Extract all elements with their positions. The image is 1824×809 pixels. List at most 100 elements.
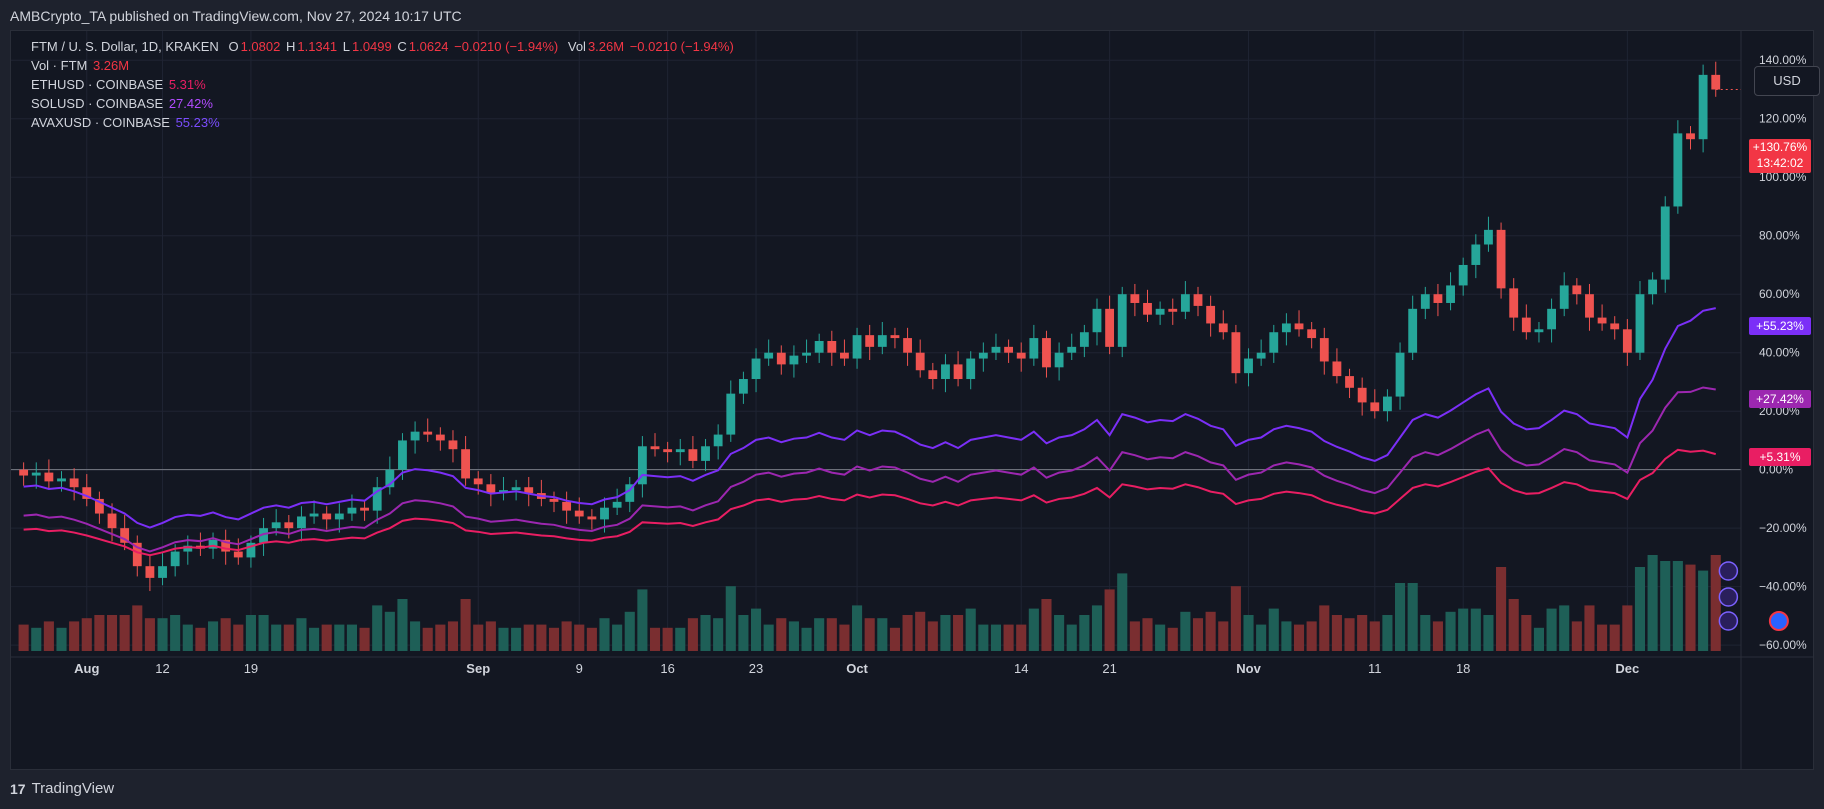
volume-bar bbox=[1306, 621, 1317, 651]
volume-bar bbox=[1445, 611, 1456, 651]
x-tick-label: Aug bbox=[74, 661, 99, 676]
volume-bar bbox=[359, 627, 370, 651]
candle-body bbox=[473, 478, 483, 485]
low-value: 1.0499 bbox=[351, 39, 392, 54]
volume-bar bbox=[877, 618, 888, 651]
volume-bar bbox=[536, 624, 547, 651]
volume-bar bbox=[1521, 615, 1532, 651]
currency-button[interactable]: USD bbox=[1754, 66, 1820, 96]
volume-bar bbox=[18, 624, 29, 651]
candle-body bbox=[1130, 294, 1140, 303]
ethusd-line bbox=[23, 448, 1717, 557]
candle-body bbox=[1698, 74, 1708, 140]
candle-body bbox=[877, 335, 887, 347]
volume-bar bbox=[763, 624, 774, 651]
candle-body bbox=[1585, 294, 1594, 318]
candle-body bbox=[1054, 352, 1064, 368]
symbol-label[interactable]: FTM / U. S. Dollar, 1D, KRAKEN bbox=[31, 39, 219, 54]
volume-bar bbox=[889, 627, 900, 651]
volume-bar bbox=[422, 627, 433, 651]
o-label: O bbox=[228, 39, 239, 54]
volume-bar bbox=[1104, 589, 1115, 651]
candle-body bbox=[524, 487, 534, 494]
candle-body bbox=[511, 487, 521, 491]
c-label: C bbox=[397, 39, 407, 54]
volume-bar bbox=[119, 615, 130, 651]
legend-ethusd[interactable]: ETHUSD · COINBASE 5.31% bbox=[31, 77, 208, 92]
volume-bar bbox=[1533, 627, 1545, 651]
footer-branding: 17 TradingView bbox=[10, 780, 114, 797]
volume-bar bbox=[1230, 586, 1241, 651]
volume-bar bbox=[1609, 624, 1620, 651]
volume-bar bbox=[372, 605, 383, 651]
candle-body bbox=[1458, 264, 1468, 286]
volume-bar bbox=[1357, 615, 1368, 651]
candle-body bbox=[966, 358, 976, 380]
volume-bar bbox=[233, 624, 244, 651]
candle-body bbox=[246, 542, 256, 558]
candle-body bbox=[385, 469, 395, 488]
volume-bar bbox=[852, 605, 863, 651]
chart-canvas[interactable]: 140.00%120.00%100.00%80.00%60.00%40.00%2… bbox=[11, 31, 1813, 769]
candle-body bbox=[726, 393, 736, 435]
chart-pane[interactable]: 140.00% 120.00% 100.00% 80.00% 60.00% 40.00% 2… bbox=[10, 30, 1820, 770]
candle-body bbox=[1686, 133, 1695, 140]
vol-value: 3.26M bbox=[587, 39, 625, 54]
us-flag-icon bbox=[1718, 611, 1739, 631]
volume-bar bbox=[258, 615, 269, 651]
volume-bar bbox=[43, 621, 54, 651]
volume-bar bbox=[725, 586, 736, 651]
candle-body bbox=[1143, 302, 1152, 315]
ftm-price-tag: +130.76% 13:42:02 bbox=[1749, 139, 1811, 173]
candle-body bbox=[688, 449, 698, 461]
candle-body bbox=[69, 478, 79, 488]
x-tick-label: 21 bbox=[1102, 661, 1116, 676]
candle-body bbox=[1635, 294, 1645, 353]
volume-bar bbox=[447, 621, 459, 651]
y-tick-label: 100.00% bbox=[1759, 170, 1807, 184]
candle-body bbox=[802, 352, 811, 356]
legend-avaxusd[interactable]: AVAXUSD · COINBASE 55.23% bbox=[31, 115, 222, 130]
candle-body bbox=[334, 513, 344, 520]
volume-bar bbox=[574, 624, 585, 651]
candle-body bbox=[1307, 329, 1317, 339]
candle-body bbox=[1092, 308, 1102, 333]
volume-bar bbox=[1293, 624, 1305, 651]
volume-bar bbox=[523, 624, 534, 651]
volume-bar bbox=[511, 627, 522, 651]
volume-bar bbox=[1117, 573, 1128, 651]
candle-body bbox=[1294, 323, 1304, 330]
volume-bar bbox=[940, 615, 951, 651]
candle-body bbox=[827, 341, 837, 353]
volume-bar bbox=[1028, 608, 1039, 651]
candle-body bbox=[1193, 294, 1203, 306]
candle-body bbox=[1105, 308, 1115, 347]
candle-body bbox=[915, 352, 925, 371]
volume-bar bbox=[1420, 615, 1431, 651]
legend-solusd[interactable]: SOLUSD · COINBASE 27.42% bbox=[31, 96, 215, 111]
candle-body bbox=[183, 545, 193, 552]
volume-bar bbox=[1268, 608, 1279, 651]
volume-bar bbox=[1382, 615, 1393, 651]
volume-bar bbox=[814, 618, 825, 651]
candle-body bbox=[19, 469, 29, 476]
candle-body bbox=[549, 498, 559, 502]
volume-bar bbox=[586, 627, 597, 651]
volume-bar bbox=[271, 624, 282, 651]
volume-bar bbox=[1622, 605, 1633, 651]
candle-body bbox=[1029, 338, 1039, 359]
volume-bar bbox=[220, 618, 231, 651]
candle-body bbox=[1610, 323, 1620, 330]
candle-body bbox=[1042, 338, 1051, 368]
candle-body bbox=[701, 446, 710, 461]
open-value: 1.0802 bbox=[240, 39, 281, 54]
legend-vol[interactable]: Vol · FTM 3.26M bbox=[31, 58, 131, 73]
volume-bar bbox=[31, 627, 42, 651]
volume-bar bbox=[612, 624, 623, 651]
volume-bar bbox=[953, 615, 964, 651]
x-tick-label: 11 bbox=[1368, 661, 1382, 676]
candle-body bbox=[1471, 244, 1481, 265]
volume-bar bbox=[1079, 615, 1090, 651]
solusd-line bbox=[23, 386, 1716, 553]
candle-body bbox=[1256, 352, 1266, 359]
